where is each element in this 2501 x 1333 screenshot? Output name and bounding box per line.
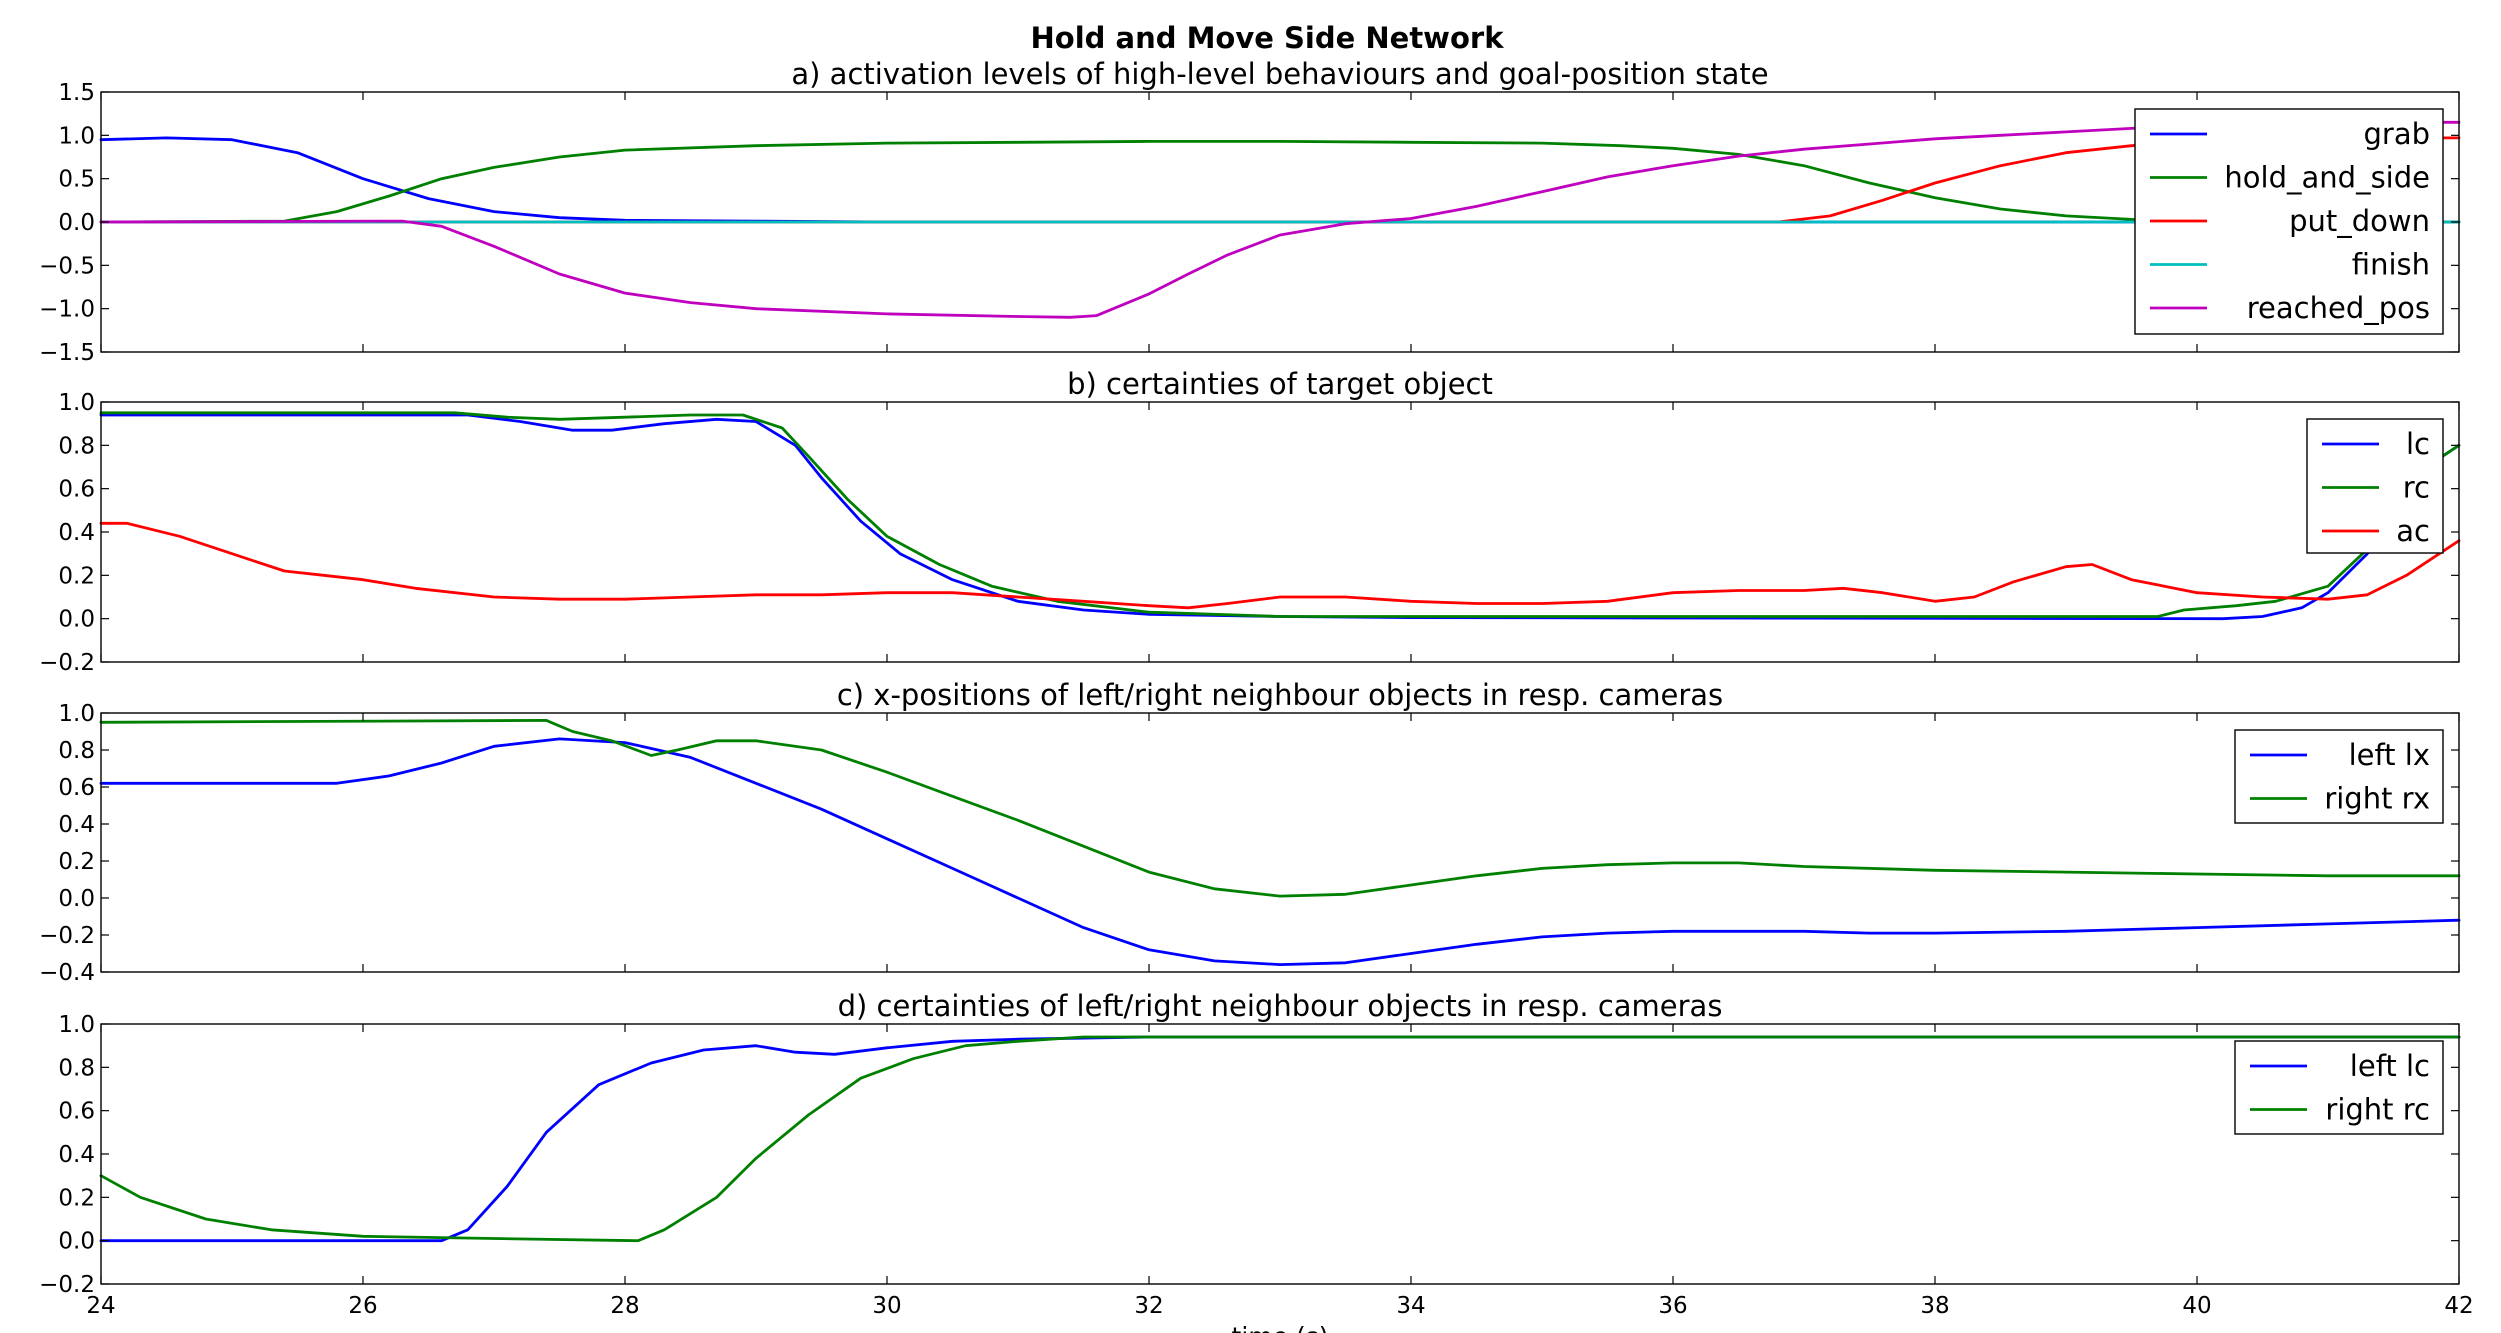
legend-label: right rx — [2324, 782, 2430, 816]
y-tick-label: −0.2 — [39, 923, 95, 949]
x-tick-label: 24 — [86, 1293, 115, 1319]
series-line-lc — [99, 413, 2461, 621]
series-line-left-lc — [99, 1035, 2461, 1243]
y-tick-label: 0.0 — [58, 886, 95, 912]
figure-title: Hold and Move Side Network — [1031, 21, 1505, 55]
y-tick-label: 0.6 — [58, 477, 95, 503]
x-tick-label: 32 — [1134, 1293, 1163, 1319]
legend-label: left lx — [2349, 738, 2430, 772]
series-line-grab — [99, 136, 2461, 224]
y-tick-label: 0.5 — [58, 167, 95, 193]
series-line-right-rx — [99, 719, 2461, 898]
panel-title: a) activation levels of high-level behav… — [791, 57, 1768, 91]
legend-label: put_down — [2289, 204, 2430, 238]
panel-title: b) certainties of target object — [1067, 367, 1493, 401]
x-axis-label: time (s) — [1232, 1322, 1329, 1333]
x-tick-label: 30 — [872, 1293, 901, 1319]
x-tick-label: 26 — [348, 1293, 377, 1319]
legend-label: right rc — [2325, 1093, 2430, 1127]
y-tick-label: 0.8 — [58, 738, 95, 764]
legend-label: finish — [2352, 248, 2430, 282]
series-line-ac — [99, 521, 2461, 610]
y-tick-label: −0.2 — [39, 1272, 95, 1298]
legend-label: reached_pos — [2247, 291, 2430, 325]
panel-d: d) certainties of left/right neighbour o… — [39, 989, 2474, 1333]
y-tick-label: 0.4 — [58, 520, 95, 546]
panel-a: a) activation levels of high-level behav… — [39, 57, 2461, 366]
legend-label: left lc — [2350, 1049, 2430, 1083]
y-tick-label: 0.2 — [58, 1185, 95, 1211]
y-tick-label: −0.2 — [39, 650, 95, 676]
series-line-left-lx — [99, 737, 2461, 966]
x-tick-label: 38 — [1920, 1293, 1949, 1319]
y-tick-label: 1.5 — [58, 80, 95, 106]
y-tick-label: −0.4 — [39, 960, 95, 986]
plot-frame — [100, 1023, 2460, 1285]
x-tick-label: 34 — [1396, 1293, 1425, 1319]
series-line-reached-pos — [99, 120, 2461, 319]
x-tick-label: 28 — [610, 1293, 639, 1319]
series-line-hold-and-side — [99, 140, 2461, 224]
y-tick-label: 0.4 — [58, 812, 95, 838]
legend: left lc right rc — [2234, 1040, 2444, 1135]
legend-box — [2234, 729, 2444, 824]
panel-c: c) x-positions of left/right neighbour o… — [39, 678, 2461, 986]
y-tick-label: 0.2 — [58, 563, 95, 589]
y-tick-label: 0.8 — [58, 1055, 95, 1081]
y-tick-label: −1.0 — [39, 297, 95, 323]
y-tick-label: 0.8 — [58, 433, 95, 459]
series-line-put-down — [99, 136, 2461, 224]
plot-frame — [100, 712, 2460, 973]
legend-label: hold_and_side — [2224, 161, 2430, 195]
y-tick-label: −1.5 — [39, 340, 95, 366]
y-tick-label: −0.5 — [39, 253, 95, 279]
panel-b: b) certainties of target object 1.0 0.8 0.6… — [39, 367, 2461, 676]
panel-title: d) certainties of left/right neighbour o… — [838, 989, 1723, 1023]
y-tick-label: 1.0 — [58, 701, 95, 727]
y-tick-label: 0.6 — [58, 775, 95, 801]
y-tick-label: 0.6 — [58, 1099, 95, 1125]
legend-label: grab — [2363, 117, 2430, 151]
legend-label: ac — [2396, 514, 2430, 548]
y-tick-label: 0.2 — [58, 849, 95, 875]
y-tick-label: 1.0 — [58, 1012, 95, 1038]
y-tick-label: 1.0 — [58, 390, 95, 416]
legend: lc rc ac — [2306, 418, 2444, 554]
x-tick-label: 36 — [1658, 1293, 1687, 1319]
series-line-right-rc — [99, 1035, 2461, 1243]
x-tick-label: 40 — [2182, 1293, 2211, 1319]
y-tick-label: 1.0 — [58, 123, 95, 149]
y-tick-label: 0.0 — [58, 1229, 95, 1255]
legend-box — [2234, 1040, 2444, 1135]
legend: left lx right rx — [2234, 729, 2444, 824]
plot-frame — [100, 401, 2460, 663]
x-tick-label: 42 — [2444, 1293, 2473, 1319]
panel-title: c) x-positions of left/right neighbour o… — [837, 678, 1723, 712]
y-tick-label: 0.4 — [58, 1142, 95, 1168]
series-line-rc — [99, 411, 2461, 618]
y-tick-label: 0.0 — [58, 210, 95, 236]
legend-label: lc — [2406, 427, 2430, 461]
y-tick-label: 0.0 — [58, 607, 95, 633]
legend-label: rc — [2403, 471, 2430, 505]
panels: a) activation levels of high-level behav… — [39, 57, 2474, 1333]
